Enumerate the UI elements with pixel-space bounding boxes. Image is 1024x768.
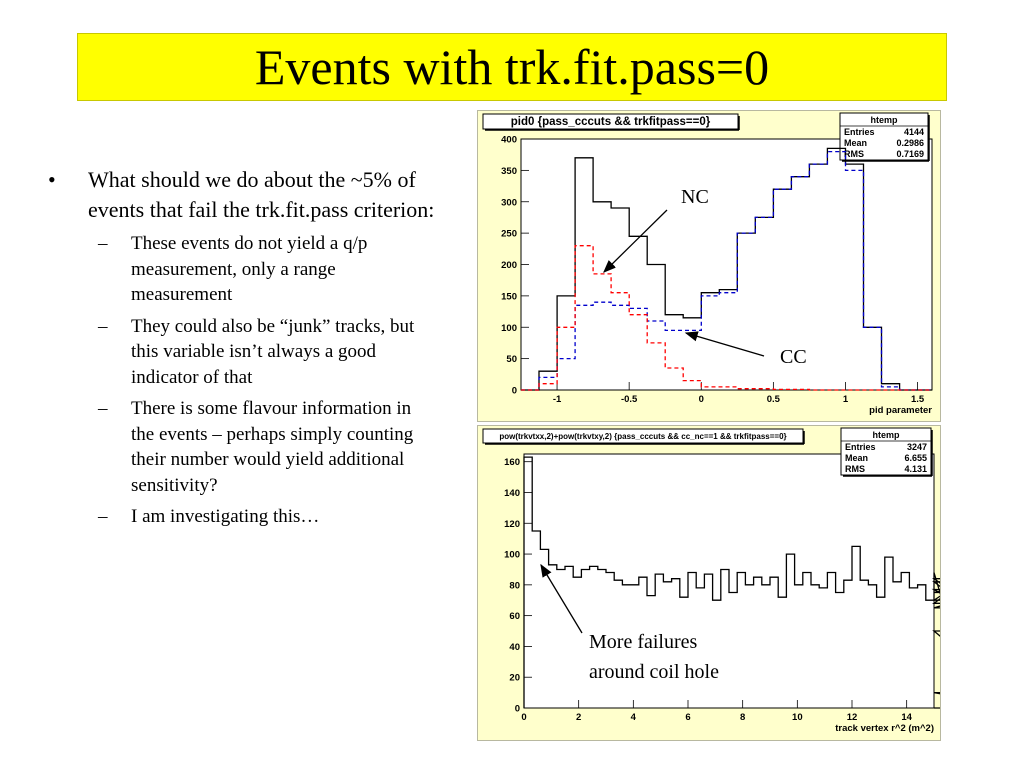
stats-value: 6.655: [904, 453, 927, 463]
chart-title: pid0 {pass_cccuts && trkfitpass==0}: [511, 116, 711, 128]
coil-label-line2: around coil hole: [589, 661, 719, 683]
bullet-text: What should we do about the ~5% of event…: [88, 167, 435, 222]
dash-icon: –: [98, 315, 108, 337]
dash-icon: –: [98, 233, 108, 254]
x-tick-label: 6: [685, 712, 690, 723]
chart-title: pow(trkvtxx,2)+pow(trkvtxy,2) {pass_cccu…: [499, 432, 786, 441]
sub-bullet-item: – There is some flavour information in t…: [40, 396, 435, 498]
y-tick-label: 20: [509, 673, 520, 684]
stats-box: [839, 112, 929, 161]
y-tick-label: 80: [509, 580, 520, 591]
y-tick-label: 300: [501, 197, 517, 208]
y-tick-label: 0: [515, 704, 520, 715]
sub-bullet-text: These events do not yield a q/p measurem…: [131, 233, 368, 305]
x-tick-label: 14: [901, 712, 912, 723]
dash-icon: –: [98, 506, 108, 527]
bullet-item: • What should we do about the ~5% of eve…: [40, 165, 435, 225]
y-tick-label: 100: [504, 550, 520, 561]
histogram-series-1: [521, 150, 932, 391]
bullet-list: • What should we do about the ~5% of eve…: [40, 165, 435, 530]
title-box: [482, 428, 804, 444]
stats-box: [840, 427, 932, 476]
histogram-series-0: [521, 147, 932, 391]
x-tick-label: -0.5: [621, 394, 638, 405]
x-tick-label: 1.5: [911, 394, 925, 405]
histogram-series-0: [523, 456, 940, 709]
stats-value: 4.131: [904, 464, 927, 474]
x-tick-label: 4: [631, 712, 637, 723]
y-tick-label: 200: [501, 260, 517, 271]
sub-bullet-item: – I am investigating this…: [40, 504, 435, 530]
pid-histogram-panel: pid0 {pass_cccuts && trkfitpass==0} htemp…: [477, 110, 941, 422]
sub-bullet-item: – They could also be “junk” tracks, but …: [40, 314, 435, 391]
x-tick-label: 12: [847, 712, 858, 723]
stats-name: htemp: [871, 115, 899, 125]
plot-frame: [520, 138, 933, 391]
stats-value: 4144: [904, 127, 924, 137]
pid-histogram: pid0 {pass_cccuts && trkfitpass==0} htemp…: [482, 112, 933, 416]
nc-label: NC: [681, 186, 709, 208]
sub-bullet-item: – These events do not yield a q/p measur…: [40, 231, 435, 308]
y-tick-label: 40: [509, 642, 520, 653]
x-tick-label: 0: [521, 712, 526, 723]
x-axis-label: pid parameter: [869, 405, 932, 416]
y-tick-label: 400: [501, 135, 517, 146]
vertex-histogram-panel: pow(trkvtxx,2)+pow(trkvtxy,2) {pass_cccu…: [477, 425, 941, 741]
x-tick-label: 10: [792, 712, 803, 723]
y-tick-label: 250: [501, 229, 517, 240]
dash-icon: –: [98, 398, 108, 419]
y-tick-label: 350: [501, 166, 517, 177]
y-tick-label: 150: [501, 291, 517, 302]
x-axis-label: track vertex r^2 (m^2): [835, 723, 934, 734]
y-tick-label: 0: [512, 386, 517, 397]
x-tick-label: 8: [740, 712, 745, 723]
bullet-dot-icon: •: [48, 167, 56, 192]
y-tick-label: 160: [504, 457, 520, 468]
stats-name: htemp: [873, 430, 901, 440]
stats-key: RMS: [845, 464, 865, 474]
title-box: [482, 113, 739, 130]
title-banner: Events with trk.fit.pass=0: [77, 33, 947, 101]
x-tick-label: 2: [576, 712, 581, 723]
vertex-histogram: pow(trkvtxx,2)+pow(trkvtxy,2) {pass_cccu…: [482, 427, 940, 734]
sub-bullet-text: There is some flavour information in the…: [131, 398, 414, 496]
histogram-series-2: [521, 245, 932, 391]
y-tick-label: 60: [509, 611, 520, 622]
stats-key: Mean: [845, 453, 868, 463]
x-tick-label: 1: [843, 394, 849, 405]
stats-key: Entries: [845, 442, 876, 452]
x-tick-label: -1: [553, 394, 562, 405]
stats-key: Mean: [844, 138, 867, 148]
x-tick-label: 0: [699, 394, 704, 405]
sub-bullet-text: I am investigating this…: [131, 506, 320, 527]
stats-key: Entries: [844, 127, 875, 137]
y-tick-label: 100: [501, 323, 517, 334]
y-tick-label: 50: [506, 354, 517, 365]
stats-value: 3247: [907, 442, 927, 452]
coil-label-line1: More failures: [589, 631, 698, 653]
y-tick-label: 140: [504, 488, 520, 499]
x-tick-label: 0.5: [767, 394, 781, 405]
y-tick-label: 120: [504, 519, 520, 530]
slide-title: Events with trk.fit.pass=0: [254, 39, 770, 95]
cc-label: CC: [780, 346, 807, 368]
stats-key: RMS: [844, 149, 864, 159]
stats-value: 0.7169: [896, 149, 924, 159]
sub-bullet-text: They could also be “junk” tracks, but th…: [131, 315, 415, 388]
stats-value: 0.2986: [896, 138, 924, 148]
